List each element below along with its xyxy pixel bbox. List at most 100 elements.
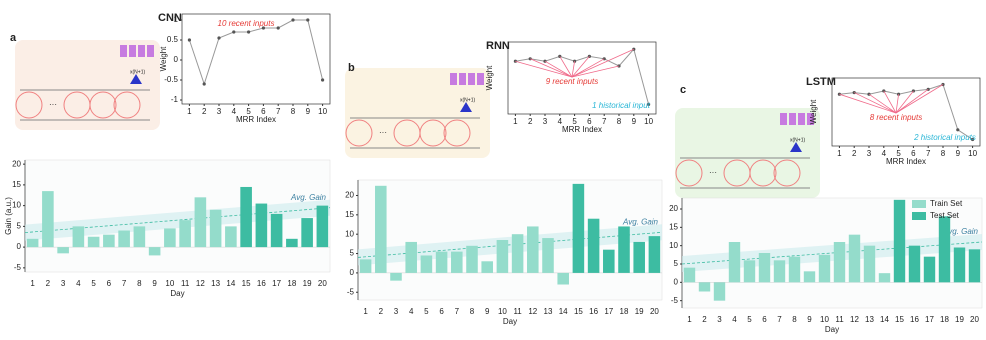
x-tick-label: 7 [122, 279, 127, 288]
input-block [147, 45, 154, 57]
bar [923, 256, 936, 283]
x-tick-label: 4 [76, 279, 81, 288]
x-tick-label: 5 [246, 107, 251, 116]
bar [148, 247, 161, 256]
input-label: x(N+1) [460, 97, 475, 103]
x-tick-label: 9 [956, 149, 961, 158]
input-block [789, 113, 796, 125]
bar [527, 226, 539, 273]
chart-title: CNN [158, 12, 182, 24]
bar [194, 197, 207, 248]
bar [57, 247, 69, 254]
bar [255, 203, 268, 248]
x-tick-label: 7 [276, 107, 281, 116]
y-tick-label: -1 [171, 95, 179, 104]
ring [419, 119, 447, 147]
bar [557, 272, 569, 285]
x-tick-label: 14 [880, 315, 889, 324]
input-block [798, 113, 805, 125]
weight-point [647, 102, 651, 106]
x-tick-label: 2 [379, 307, 384, 316]
x-tick-label: 8 [470, 307, 475, 316]
y-tick-label: 0 [17, 242, 22, 251]
bar [420, 255, 433, 273]
annotation: 9 recent inputs [546, 77, 598, 86]
x-tick-label: 4 [409, 307, 414, 316]
panel-letter: c [680, 84, 686, 96]
x-tick-label: 20 [318, 279, 327, 288]
x-tick-label: 4 [558, 117, 563, 126]
x-tick-label: 10 [498, 307, 507, 316]
bar [893, 199, 906, 283]
x-axis-label: MRR Index [236, 115, 276, 124]
x-tick-label: 19 [303, 279, 312, 288]
x-tick-label: 6 [439, 307, 444, 316]
x-axis-label: MRR Index [886, 157, 926, 166]
input-label: x(N+1) [130, 69, 145, 75]
avg-label: Avg. Gain [942, 227, 979, 236]
ring [113, 91, 141, 119]
fan-line [515, 60, 573, 78]
x-tick-label: 11 [181, 279, 190, 288]
x-tick-label: 12 [850, 315, 859, 324]
bar [240, 186, 252, 248]
ring [773, 159, 801, 187]
input-block [468, 73, 475, 85]
y-axis-label: Weight [159, 46, 168, 72]
y-tick-label: 5 [674, 259, 679, 268]
x-tick-label: 14 [226, 279, 235, 288]
bar [788, 256, 801, 283]
schematic-bg [675, 108, 820, 198]
panel-letter: b [348, 62, 355, 74]
y-tick-label: 20 [12, 159, 21, 168]
weight-point [261, 26, 265, 30]
ring [15, 91, 43, 119]
chart-title: RNN [486, 40, 510, 52]
panel-letter: a [10, 32, 17, 44]
bar [42, 191, 54, 248]
x-tick-label: 3 [394, 307, 399, 316]
ring [89, 91, 117, 119]
bar [743, 260, 756, 283]
x-tick-label: 10 [318, 107, 327, 116]
weight-point [217, 36, 221, 40]
weight-point [632, 47, 636, 51]
fan-line [571, 61, 575, 78]
bar [496, 240, 509, 273]
input-block [477, 73, 484, 85]
fan-line [895, 94, 899, 114]
x-tick-label: 13 [211, 279, 220, 288]
x-tick-label: 8 [617, 117, 622, 126]
x-tick-label: 4 [732, 315, 737, 324]
bar [713, 282, 726, 301]
ring [749, 159, 777, 187]
x-tick-label: 4 [232, 107, 237, 116]
bar [375, 185, 387, 273]
x-tick-label: 1 [687, 315, 692, 324]
bar [87, 236, 100, 248]
y-tick-label: 5 [350, 249, 355, 258]
input-block [780, 113, 787, 125]
x-tick-label: 18 [940, 315, 949, 324]
x-axis-label: Day [170, 289, 184, 298]
bar [833, 242, 846, 283]
ring [443, 119, 471, 147]
y-axis-label: Weight [485, 65, 494, 91]
weight-point [602, 57, 606, 61]
bar [435, 251, 448, 273]
x-tick-label: 3 [61, 279, 66, 288]
bar [803, 271, 816, 283]
weight-point [956, 128, 960, 132]
bar [390, 272, 402, 281]
x-tick-label: 11 [835, 315, 844, 324]
bar [133, 226, 146, 248]
x-tick-label: 2 [852, 149, 857, 158]
fan-line [571, 56, 590, 78]
x-tick-label: 20 [650, 307, 659, 316]
x-tick-label: 1 [837, 149, 842, 158]
bar [938, 216, 951, 283]
y-tick-label: 10 [12, 201, 21, 210]
weight-line [188, 19, 324, 86]
weight-line [839, 83, 973, 140]
x-tick-label: 18 [287, 279, 296, 288]
